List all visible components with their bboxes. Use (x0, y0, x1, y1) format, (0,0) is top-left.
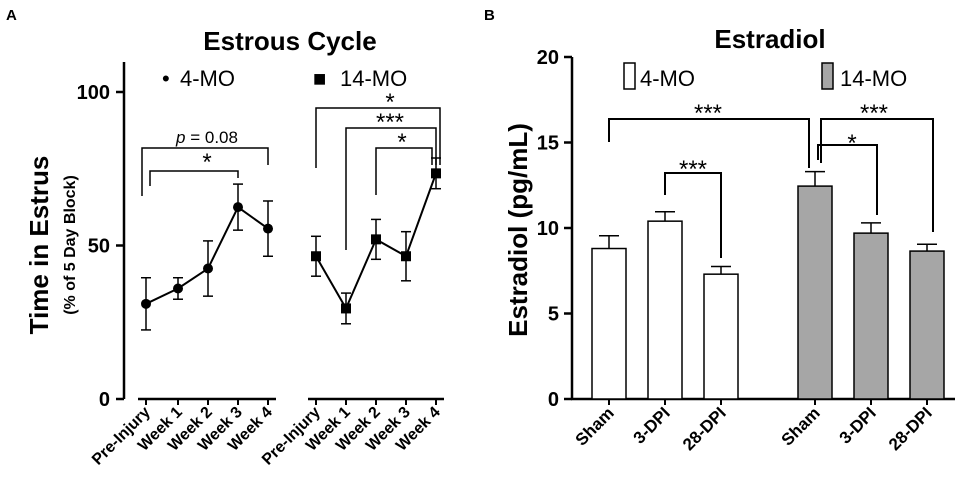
legend-14mo-label: 14-MO (340, 66, 407, 91)
significance-label-a-4: *** (376, 109, 404, 136)
legend-14mo-swatch (821, 62, 834, 90)
significance-bracket-b-4 (820, 118, 934, 232)
x-tick-label-4-mo-sham: Sham (572, 403, 618, 449)
panel-b-y-tick-label-0: 0 (548, 389, 559, 411)
panel-b-label: B (484, 7, 495, 24)
data-point-4-mo-week-1 (173, 283, 183, 294)
significance-label-a-3: * (385, 89, 394, 116)
significance-bracket-b-2 (664, 172, 722, 258)
panel-b-legend: 4-MO 14-MO (623, 62, 907, 91)
panel-b-estradiol: B Estradiol 4-MO 14-MO Estradiol (pg/mL)… (484, 7, 955, 454)
series-line-4-mo (145, 205, 269, 305)
legend-4mo-marker: • (162, 66, 170, 91)
significance-bracket-a-5 (375, 147, 433, 195)
significance-bracket-b-1 (608, 118, 810, 168)
data-point-4-mo-week-3 (233, 202, 243, 213)
panel-a-y-axis-subtitle: (% of 5 Day Block) (62, 175, 79, 315)
panel-a-y-axis-title: Time in Estrus (24, 156, 54, 335)
significance-bracket-a-3 (315, 107, 441, 168)
panel-a-estrous-cycle: A Estrous Cycle • 4-MO ■ 14-MO Time in E… (6, 7, 444, 469)
bar-14-mo-sham (797, 185, 833, 400)
significance-bracket-a-4 (345, 127, 437, 250)
data-point-14-mo-week-4 (431, 168, 441, 179)
panel-a-label: A (6, 7, 17, 24)
panel-a-legend: • 4-MO ■ 14-MO (162, 66, 407, 91)
legend-4mo-label: 4-MO (640, 66, 695, 91)
x-tick-label-4-mo-28-dpi: 28-DPI (679, 403, 730, 454)
data-point-14-mo-pre-injury (311, 251, 321, 262)
x-tick-label-4-mo-3-dpi: 3-DPI (630, 403, 674, 447)
data-point-4-mo-week-2 (203, 263, 213, 274)
bar-4-mo-3-dpi (647, 220, 683, 400)
significance-label-b-4: *** (860, 100, 888, 127)
data-point-4-mo-week-4 (263, 223, 273, 234)
significance-bracket-a-1 (149, 170, 239, 186)
panel-a-title: Estrous Cycle (203, 26, 376, 56)
bar-4-mo-28-dpi (703, 273, 739, 400)
panel-b-y-tick-label-15: 15 (537, 133, 559, 155)
legend-4mo-swatch (623, 62, 636, 90)
panel-a-y-tick-label-0: 0 (99, 389, 110, 411)
panel-b-y-axis-title: Estradiol (pg/mL) (503, 123, 533, 337)
data-point-14-mo-week-2 (371, 234, 381, 245)
legend-4mo-label: 4-MO (180, 66, 235, 91)
x-tick-label-14-mo-3-dpi: 3-DPI (836, 403, 880, 447)
significance-label-a-5: * (397, 129, 406, 156)
x-tick-label-14-mo-28-dpi: 28-DPI (885, 403, 936, 454)
bar-4-mo-sham (591, 247, 627, 400)
significance-bracket-a-2 (141, 147, 269, 196)
data-point-14-mo-week-3 (401, 251, 411, 262)
legend-14mo-marker: ■ (313, 66, 326, 91)
panel-a-p-value-annotation: p = 0.08 (175, 128, 238, 147)
legend-14mo-label: 14-MO (840, 66, 907, 91)
bar-14-mo-3-dpi (853, 232, 889, 400)
data-point-14-mo-week-1 (341, 303, 351, 314)
x-tick-label-14-mo-sham: Sham (778, 403, 824, 449)
bar-14-mo-28-dpi (909, 250, 945, 400)
panel-b-y-tick-label-10: 10 (537, 218, 559, 240)
panel-b-title: Estradiol (714, 24, 825, 54)
significance-label-b-3: * (847, 130, 856, 157)
significance-label-b-2: *** (679, 156, 707, 183)
significance-bracket-b-3 (817, 144, 878, 215)
panel-a-y-tick-label-50: 50 (88, 236, 110, 258)
panel-b-y-tick-label-5: 5 (548, 304, 559, 326)
panel-b-y-tick-label-20: 20 (537, 47, 559, 69)
significance-label-b-1: *** (694, 100, 722, 127)
data-point-4-mo-pre-injury (141, 298, 151, 309)
significance-label-a-1: * (202, 149, 211, 176)
panel-a-y-tick-label-100: 100 (77, 82, 110, 104)
